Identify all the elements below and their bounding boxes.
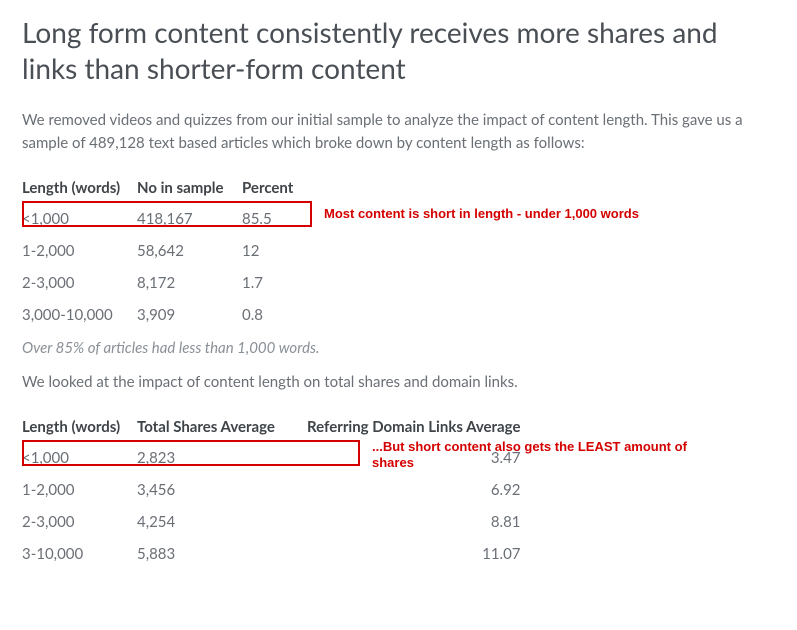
mid-paragraph: We looked at the impact of content lengt… (22, 371, 775, 394)
cell: <1,000 (22, 442, 137, 474)
cell: 85.5 (242, 203, 312, 235)
col-shares: Total Shares Average (137, 414, 307, 442)
table1-wrapper: Length (words) No in sample Percent <1,0… (22, 175, 775, 331)
page-title: Long form content consistently receives … (22, 14, 775, 87)
cell: 6.92 (307, 474, 526, 506)
annotation-1: Most content is short in length - under … (324, 206, 654, 222)
sample-table: Length (words) No in sample Percent <1,0… (22, 175, 312, 331)
table-row: 3,000-10,000 3,909 0.8 (22, 299, 312, 331)
col-sample: No in sample (137, 175, 242, 203)
cell: 1-2,000 (22, 235, 137, 267)
cell: 3-10,000 (22, 538, 137, 570)
cell: 2,823 (137, 442, 307, 474)
cell: 3,909 (137, 299, 242, 331)
cell: 8,172 (137, 267, 242, 299)
col-length: Length (words) (22, 414, 137, 442)
cell: 0.8 (242, 299, 312, 331)
cell: 2-3,000 (22, 267, 137, 299)
intro-paragraph: We removed videos and quizzes from our i… (22, 109, 775, 156)
table-row: 3-10,000 5,883 11.07 (22, 538, 526, 570)
cell: 1-2,000 (22, 474, 137, 506)
caption-1: Over 85% of articles had less than 1,000… (22, 337, 775, 360)
table-row: 2-3,000 8,172 1.7 (22, 267, 312, 299)
cell: 3,000-10,000 (22, 299, 137, 331)
cell: 12 (242, 235, 312, 267)
cell: 1.7 (242, 267, 312, 299)
cell: 58,642 (137, 235, 242, 267)
table-row: 1-2,000 58,642 12 (22, 235, 312, 267)
table-header-row: Length (words) Total Shares Average Refe… (22, 414, 526, 442)
annotation-2: ...But short content also gets the LEAST… (372, 439, 702, 472)
cell: 5,883 (137, 538, 307, 570)
table-row: 1-2,000 3,456 6.92 (22, 474, 526, 506)
table-header-row: Length (words) No in sample Percent (22, 175, 312, 203)
shares-table: Length (words) Total Shares Average Refe… (22, 414, 526, 570)
cell: 8.81 (307, 506, 526, 538)
cell: 2-3,000 (22, 506, 137, 538)
cell: 4,254 (137, 506, 307, 538)
col-percent: Percent (242, 175, 312, 203)
cell: 3,456 (137, 474, 307, 506)
cell: 11.07 (307, 538, 526, 570)
table2-wrapper: Length (words) Total Shares Average Refe… (22, 414, 775, 570)
col-length: Length (words) (22, 175, 137, 203)
cell: 418,167 (137, 203, 242, 235)
table-row: 2-3,000 4,254 8.81 (22, 506, 526, 538)
col-links: Referring Domain Links Average (307, 414, 526, 442)
table-row: <1,000 418,167 85.5 (22, 203, 312, 235)
cell: <1,000 (22, 203, 137, 235)
